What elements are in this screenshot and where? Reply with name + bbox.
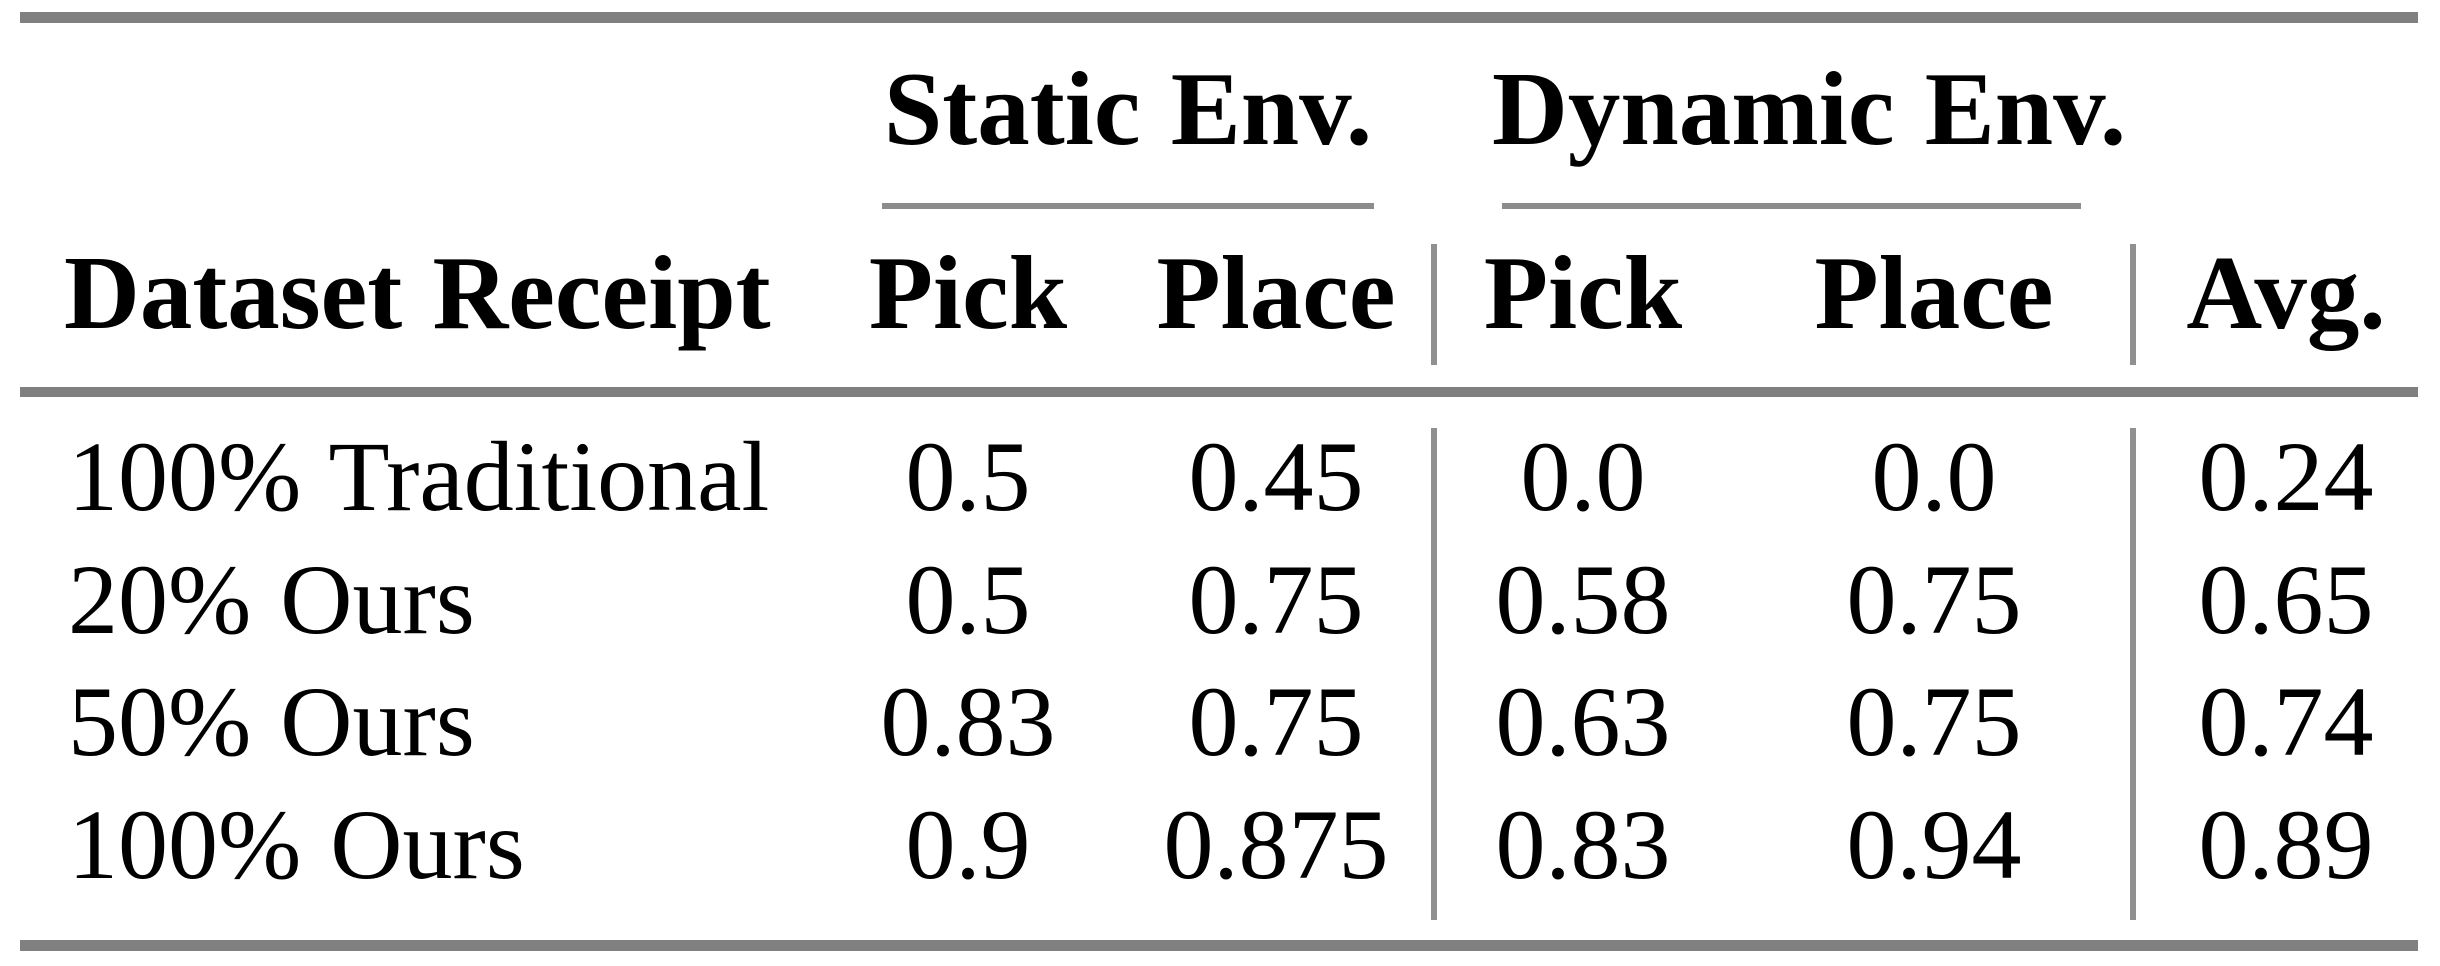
static-place-cell: 0.45: [1188, 421, 1364, 532]
dynamic-pick-cell: 0.63: [1495, 666, 1671, 777]
row-label-cell: 50% Ours: [68, 666, 475, 777]
row-label-cell: 100% Ours: [68, 789, 525, 900]
table-row: 20% Ours 0.5 0.75 0.58 0.75 0.65: [0, 550, 2440, 660]
dynamic-pick-cell: 0.83: [1495, 789, 1671, 900]
static-pick-cell: 0.5: [905, 421, 1031, 532]
avg-cell: 0.74: [2198, 666, 2374, 777]
dynamic-place-cell: 0.94: [1846, 789, 2022, 900]
static-env-underline: [882, 203, 1374, 209]
column-header-dynamic-place: Place: [1814, 234, 2054, 351]
dynamic-pick-cell: 0.0: [1520, 421, 1646, 532]
column-divider-avg-header: [2130, 244, 2136, 365]
static-place-cell: 0.875: [1163, 789, 1389, 900]
column-header-static-pick: Pick: [868, 234, 1068, 351]
column-divider-static-dynamic-header: [1431, 244, 1437, 365]
group-header-static-env: Static Env.: [883, 50, 1373, 167]
static-pick-cell: 0.5: [905, 544, 1031, 655]
dynamic-place-cell: 0.75: [1846, 666, 2022, 777]
column-divider-static-dynamic-body: [1431, 428, 1437, 920]
avg-cell: 0.89: [2198, 789, 2374, 900]
group-header-dynamic-env: Dynamic Env.: [1492, 50, 2127, 167]
table-row: 50% Ours 0.83 0.75 0.63 0.75 0.74: [0, 672, 2440, 782]
dynamic-env-underline: [1502, 203, 2081, 209]
row-label-cell: 20% Ours: [68, 544, 475, 655]
dynamic-pick-cell: 0.58: [1495, 544, 1671, 655]
row-label-cell: 100% Traditional: [68, 421, 770, 532]
dynamic-place-cell: 0.75: [1846, 544, 2022, 655]
column-header-dataset-receipt: Dataset Receipt: [64, 234, 771, 351]
table-row: 100% Traditional 0.5 0.45 0.0 0.0 0.24: [0, 427, 2440, 537]
column-divider-avg-body: [2130, 428, 2136, 920]
table-bottom-rule: [20, 940, 2418, 951]
static-place-cell: 0.75: [1188, 666, 1364, 777]
table-header-rule: [20, 387, 2418, 397]
column-header-dynamic-pick: Pick: [1483, 234, 1683, 351]
column-header-avg: Avg.: [2186, 234, 2386, 351]
static-pick-cell: 0.83: [880, 666, 1056, 777]
column-header-static-place: Place: [1156, 234, 1396, 351]
table-top-rule: [20, 12, 2418, 23]
table-header-row: Dataset Receipt Pick Place Pick Place Av…: [0, 240, 2440, 350]
table-row: 100% Ours 0.9 0.875 0.83 0.94 0.89: [0, 795, 2440, 905]
static-pick-cell: 0.9: [905, 789, 1031, 900]
avg-cell: 0.65: [2198, 544, 2374, 655]
static-place-cell: 0.75: [1188, 544, 1364, 655]
dynamic-place-cell: 0.0: [1871, 421, 1997, 532]
avg-cell: 0.24: [2198, 421, 2374, 532]
